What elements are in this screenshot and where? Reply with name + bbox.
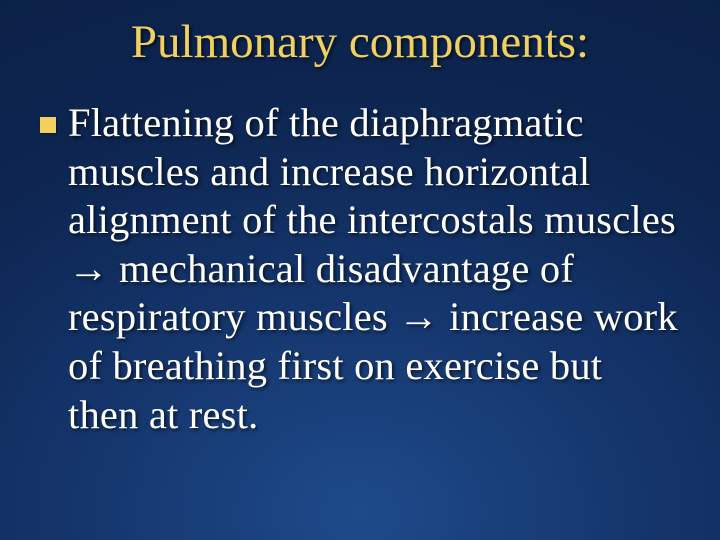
slide-title: Pulmonary components:: [40, 15, 680, 69]
bullet-item: Flattening of the diaphragmatic muscles …: [40, 99, 680, 439]
square-bullet-icon: [40, 117, 56, 133]
bullet-text: Flattening of the diaphragmatic muscles …: [68, 99, 680, 439]
slide-container: Pulmonary components: Flattening of the …: [0, 0, 720, 540]
